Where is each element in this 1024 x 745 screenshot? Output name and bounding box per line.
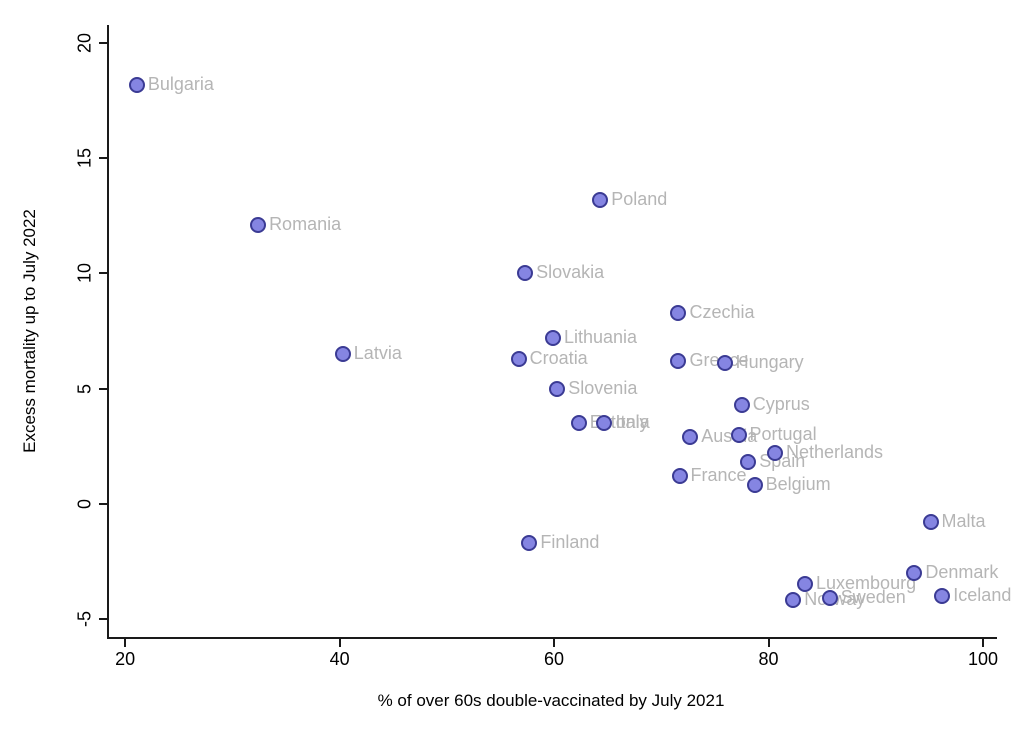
x-tick-label: 80 — [758, 649, 779, 669]
data-point-label: Croatia — [529, 347, 588, 368]
data-point-label: Iceland — [953, 584, 1012, 605]
data-point — [670, 352, 687, 369]
y-tick — [99, 387, 107, 390]
y-tick — [99, 617, 107, 620]
data-point-label: Portugal — [749, 423, 817, 444]
x-tick-label: 20 — [115, 649, 136, 669]
x-axis-title: % of over 60s double-vaccinated by July … — [377, 691, 725, 710]
data-point-label: France — [690, 465, 747, 486]
y-tick — [99, 502, 107, 505]
data-point-label: Czechia — [689, 301, 755, 322]
data-point — [545, 329, 561, 346]
y-tick-label: 15 — [74, 148, 95, 169]
y-tick — [99, 42, 107, 45]
x-tick — [124, 639, 127, 647]
y-tick — [99, 272, 107, 275]
y-tick-label: 20 — [74, 33, 95, 54]
x-tick-label: 40 — [329, 649, 350, 669]
data-point — [922, 513, 939, 530]
data-point — [682, 428, 699, 445]
data-point-label: Malta — [941, 511, 986, 532]
x-tick-label: 60 — [544, 649, 565, 669]
data-point-label: Cyprus — [752, 393, 810, 414]
data-point — [521, 534, 538, 551]
data-point — [906, 564, 923, 581]
data-point — [733, 396, 750, 413]
data-point — [570, 415, 587, 432]
plot-area: -5 0 5 10 15 20 20 40 60 80 100 Bulgaria Romania Pola… — [75, 25, 1011, 669]
data-point-label: Latvia — [353, 343, 402, 364]
x-tick-label: 100 — [968, 649, 999, 669]
data-point — [549, 380, 566, 397]
data-point-label: Bulgaria — [147, 73, 214, 94]
x-tick — [982, 639, 985, 647]
data-point — [128, 76, 145, 93]
data-point-label: Luxembourg — [816, 573, 917, 594]
x-tick — [338, 639, 341, 647]
data-point — [716, 355, 733, 372]
x-tick — [767, 639, 770, 647]
data-point-label: Romania — [269, 214, 342, 235]
data-point — [797, 576, 814, 593]
data-point-label: Sweden — [840, 586, 906, 607]
y-tick-label: 5 — [74, 383, 95, 394]
data-point — [785, 592, 802, 609]
y-tick — [99, 157, 107, 160]
data-point — [821, 589, 838, 606]
data-point — [334, 346, 351, 362]
data-point — [746, 477, 763, 494]
data-point-label: Lithuania — [564, 326, 638, 347]
x-tick — [553, 639, 556, 647]
data-point — [517, 265, 534, 282]
data-point — [767, 444, 783, 461]
y-tick-label: 10 — [74, 263, 95, 284]
y-axis-title: Excess mortality up to July 2022 — [20, 209, 39, 453]
data-point — [671, 467, 688, 484]
data-point — [740, 454, 757, 471]
data-point-label: Netherlands — [786, 442, 884, 463]
data-point — [934, 587, 951, 604]
data-point — [510, 350, 527, 367]
data-point-label: Italy — [615, 412, 649, 433]
data-point-label: Slovenia — [568, 377, 638, 398]
data-point — [592, 191, 609, 208]
data-point — [730, 426, 747, 443]
data-point-label: Hungary — [735, 352, 804, 373]
data-point-label: Belgium — [765, 474, 831, 495]
data-point-label: Denmark — [925, 561, 999, 582]
y-tick-label: 0 — [74, 498, 95, 509]
data-point — [670, 304, 687, 321]
data-point — [250, 217, 267, 234]
data-point-label: Finland — [540, 531, 600, 552]
y-tick-label: -5 — [74, 610, 95, 627]
data-point-label: Slovakia — [536, 262, 605, 283]
data-point — [596, 415, 613, 432]
data-point-label: Poland — [611, 188, 668, 209]
